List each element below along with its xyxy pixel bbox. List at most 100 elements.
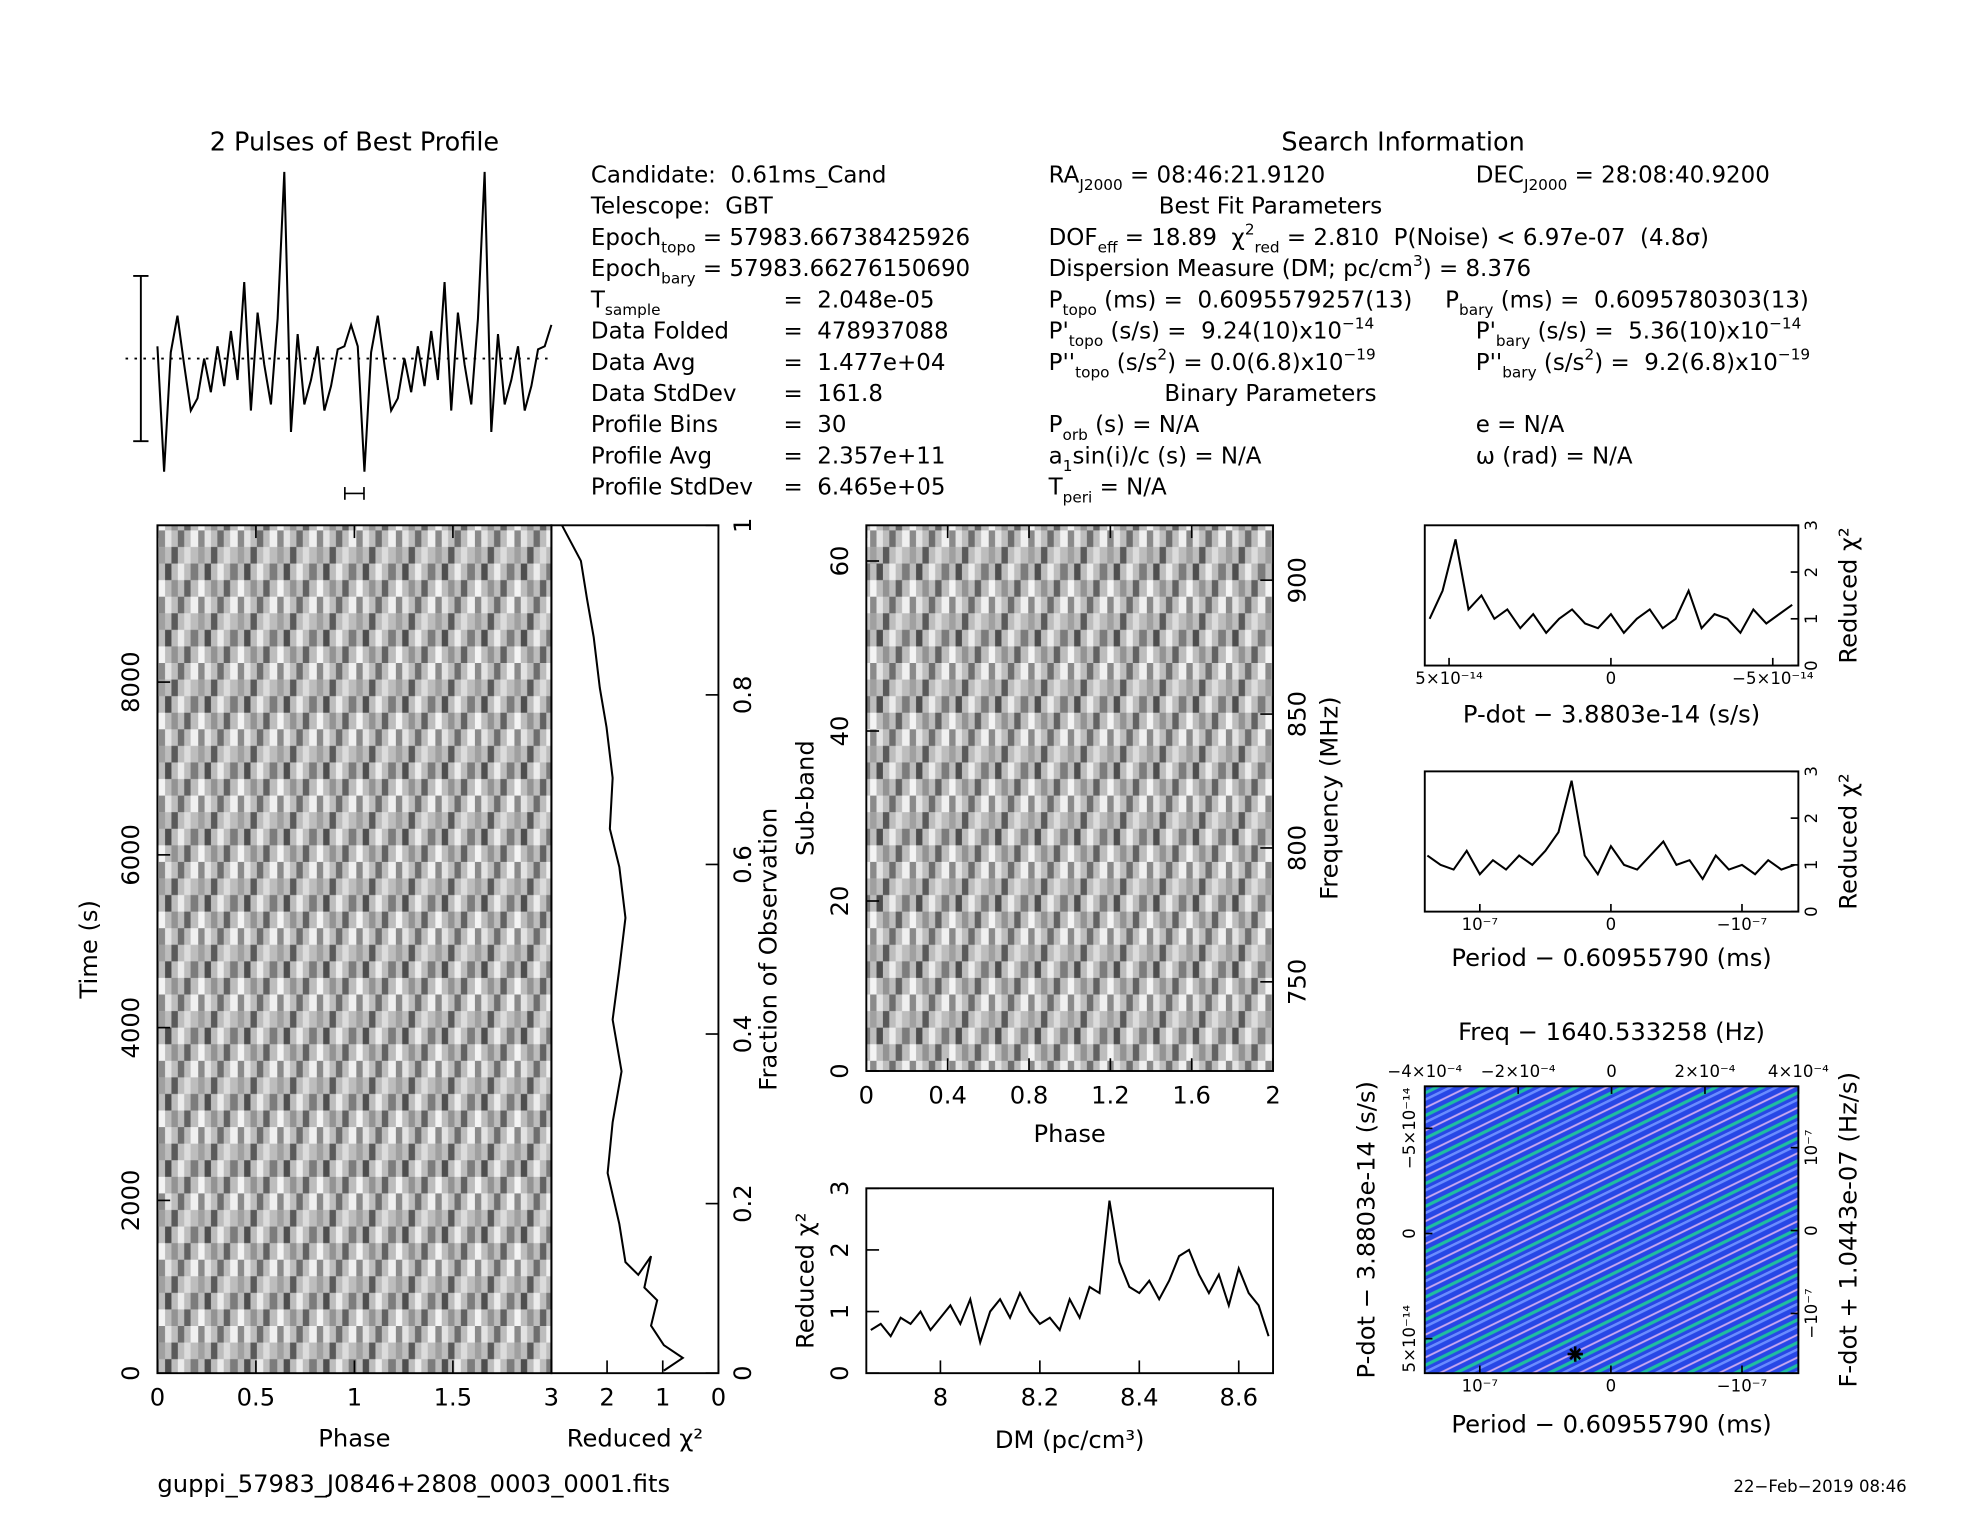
info-text: Profile StdDev <box>591 475 753 501</box>
info-text: Telescope: GBT <box>590 194 774 220</box>
info-text: DOFeff = 18.89 χ2red = 2.810 P(Noise) < … <box>1049 221 1709 257</box>
text-run: Epoch <box>591 225 661 251</box>
text-run: Data Avg <box>591 350 696 376</box>
x-tick-label: 0.8 <box>1010 1082 1049 1110</box>
x-axis-label: Reduced χ² <box>567 1424 703 1452</box>
info-text: Profile Bins <box>591 412 718 438</box>
y-tick-label: 5×10⁻¹⁴ <box>1400 1305 1419 1373</box>
x-tick-label: 3 <box>544 1384 559 1412</box>
x-axis-label: Phase <box>318 1424 390 1452</box>
text-run: Profile Bins <box>591 412 718 438</box>
x-axis-label: Period − 0.60955790 (ms) <box>1451 944 1771 972</box>
x-tick-label: 1.6 <box>1172 1082 1211 1110</box>
text-run: T <box>1048 475 1064 501</box>
y-tick-label: 0 <box>826 1063 854 1078</box>
x-tick-label: 0 <box>711 1384 726 1412</box>
text-run: 2 <box>1584 346 1594 364</box>
y2-tick-label: 800 <box>1284 825 1312 871</box>
text-run: bary <box>1459 301 1493 319</box>
y-tick-label: 0 <box>1400 1228 1419 1239</box>
y-tick-label: 2 <box>826 1242 854 1257</box>
x-tick-label: 5×10⁻¹⁴ <box>1415 669 1483 688</box>
section-title: Search Information <box>1281 127 1524 157</box>
info-value: = 1.477e+04 <box>783 350 945 376</box>
text-run: bary <box>1502 363 1536 381</box>
text-run: DOF <box>1049 225 1098 251</box>
y2-tick-label: 0.6 <box>729 845 757 884</box>
x-tick-label: 8.6 <box>1219 1384 1258 1412</box>
text-run: = 2.810 P(Noise) < 6.97e-07 (4.8σ) <box>1280 225 1709 251</box>
y-tick-label: 2000 <box>117 1170 145 1232</box>
y-tick-label: 20 <box>826 886 854 917</box>
text-run: topo <box>1069 332 1103 350</box>
text-run: ω (rad) = N/A <box>1476 443 1633 469</box>
x-tick-label: 2 <box>1265 1082 1280 1110</box>
text-run: eff <box>1098 238 1118 256</box>
y-tick-label: 60 <box>826 546 854 577</box>
info-value: = 2.048e-05 <box>783 287 934 313</box>
y-axis-label: P-dot − 3.8803e-14 (s/s) <box>1352 1081 1380 1378</box>
section-heading: Best Fit Parameters <box>1159 194 1383 220</box>
chi2-line <box>561 524 685 1372</box>
profile-line <box>156 171 553 472</box>
text-run: (s) = N/A <box>1088 412 1200 438</box>
y2-tick-label: 850 <box>1284 691 1312 737</box>
text-run: red <box>1255 238 1280 256</box>
text-run: (s/s) = 9.24(10)x10 <box>1103 319 1342 345</box>
text-run: peri <box>1063 488 1093 506</box>
text-run: −19 <box>1343 346 1375 364</box>
y-axis-label: Time (s) <box>75 900 103 999</box>
text-run: ) = 8.376 <box>1423 256 1531 282</box>
info-value: = 6.465e+05 <box>783 475 945 501</box>
y2-tick-label: 1 <box>1802 860 1821 871</box>
info-text: Data Folded <box>591 319 729 345</box>
y2-tick-label: 1 <box>729 518 757 533</box>
y2-tick-label: 0 <box>1802 906 1821 917</box>
info-text: Data StdDev <box>591 381 737 407</box>
info-text: RAJ2000 = 08:46:21.9120 <box>1049 162 1326 194</box>
info-text: Epochbary = 57983.66276150690 <box>591 256 970 288</box>
y-axis-label: Fraction of Observation <box>754 808 782 1091</box>
text-run: Profile StdDev <box>591 475 753 501</box>
x-tick-label: −10⁻⁷ <box>1717 915 1767 934</box>
text-run: Data Folded <box>591 319 729 345</box>
x-tick-label: 1 <box>347 1384 362 1412</box>
y-tick-label: 40 <box>826 716 854 747</box>
info-text: a1sin(i)/c (s) = N/A <box>1049 443 1262 475</box>
info-text: Profile Avg <box>591 443 712 469</box>
y2-tick-label: 0.4 <box>729 1015 757 1054</box>
text-run: 2 <box>1157 346 1167 364</box>
x-tick-label: 1.5 <box>434 1384 473 1412</box>
chi2-line <box>870 1200 1270 1347</box>
info-text: Data Avg <box>591 350 696 376</box>
x-tick-label: 0 <box>1606 669 1617 688</box>
y-tick-label: 8000 <box>117 651 145 713</box>
date: 22−Feb−2019 08:46 <box>1733 1477 1906 1496</box>
y2-tick-label: 900 <box>1284 557 1312 603</box>
y-tick-label: 0 <box>117 1365 145 1380</box>
y2-tick-label: 3 <box>1802 520 1821 531</box>
info-text: DECJ2000 = 28:08:40.9200 <box>1476 162 1770 194</box>
text-run: (s/s <box>1537 350 1585 376</box>
text-run: J2000 <box>1078 176 1122 194</box>
x-tick-label: 10⁻⁷ <box>1462 1377 1498 1396</box>
x-tick-label: 8 <box>933 1384 948 1412</box>
info-value: = 478937088 <box>783 319 948 345</box>
y2-tick-label: 0.2 <box>729 1184 757 1223</box>
y-tick-label: 0 <box>826 1365 854 1380</box>
axes-frame <box>550 524 720 1375</box>
text-run: ) = 9.2(6.8)x10 <box>1594 350 1778 376</box>
x-tick-label: 2 <box>599 1384 614 1412</box>
y2-tick-label: 10⁻⁷ <box>1802 1129 1821 1165</box>
text-run: = 28:08:40.9200 <box>1567 162 1769 188</box>
y-tick-label: 6000 <box>117 824 145 886</box>
text-run: −14 <box>1342 314 1374 332</box>
text-run: P'' <box>1476 350 1502 376</box>
text-run: ) = 0.0(6.8)x10 <box>1167 350 1343 376</box>
text-run: Telescope: GBT <box>590 194 774 220</box>
y2-tick-label: 2 <box>1802 813 1821 824</box>
info-value: = 2.357e+11 <box>783 443 945 469</box>
y2-tick-label: 0 <box>1802 660 1821 671</box>
text-run: bary <box>1496 332 1530 350</box>
